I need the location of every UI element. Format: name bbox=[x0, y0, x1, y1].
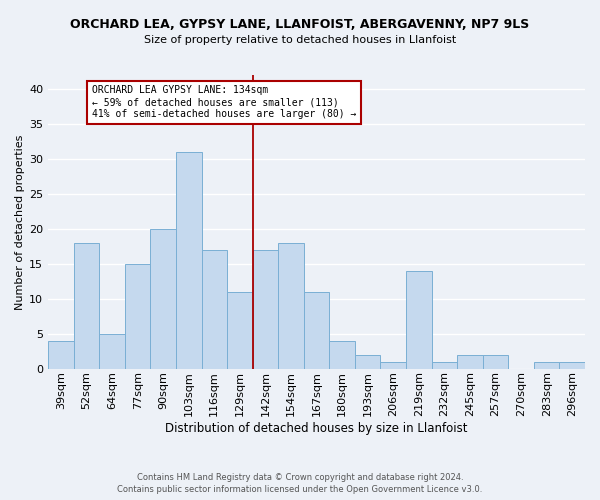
Bar bbox=[99, 334, 125, 368]
Bar bbox=[406, 271, 431, 368]
Bar bbox=[534, 362, 559, 368]
Bar bbox=[74, 243, 99, 368]
Bar bbox=[457, 354, 483, 368]
Text: ORCHARD LEA GYPSY LANE: 134sqm
← 59% of detached houses are smaller (113)
41% of: ORCHARD LEA GYPSY LANE: 134sqm ← 59% of … bbox=[92, 86, 356, 118]
Bar bbox=[151, 229, 176, 368]
Bar bbox=[176, 152, 202, 368]
Text: ORCHARD LEA, GYPSY LANE, LLANFOIST, ABERGAVENNY, NP7 9LS: ORCHARD LEA, GYPSY LANE, LLANFOIST, ABER… bbox=[70, 18, 530, 30]
X-axis label: Distribution of detached houses by size in Llanfoist: Distribution of detached houses by size … bbox=[166, 422, 468, 435]
Text: Contains public sector information licensed under the Open Government Licence v3: Contains public sector information licen… bbox=[118, 485, 482, 494]
Bar bbox=[253, 250, 278, 368]
Bar bbox=[355, 354, 380, 368]
Bar bbox=[304, 292, 329, 368]
Bar bbox=[125, 264, 151, 368]
Bar bbox=[202, 250, 227, 368]
Bar bbox=[227, 292, 253, 368]
Bar bbox=[48, 340, 74, 368]
Bar bbox=[559, 362, 585, 368]
Bar bbox=[278, 243, 304, 368]
Text: Contains HM Land Registry data © Crown copyright and database right 2024.: Contains HM Land Registry data © Crown c… bbox=[137, 472, 463, 482]
Bar bbox=[329, 340, 355, 368]
Y-axis label: Number of detached properties: Number of detached properties bbox=[15, 134, 25, 310]
Bar bbox=[431, 362, 457, 368]
Bar bbox=[483, 354, 508, 368]
Text: Size of property relative to detached houses in Llanfoist: Size of property relative to detached ho… bbox=[144, 35, 456, 45]
Bar bbox=[380, 362, 406, 368]
